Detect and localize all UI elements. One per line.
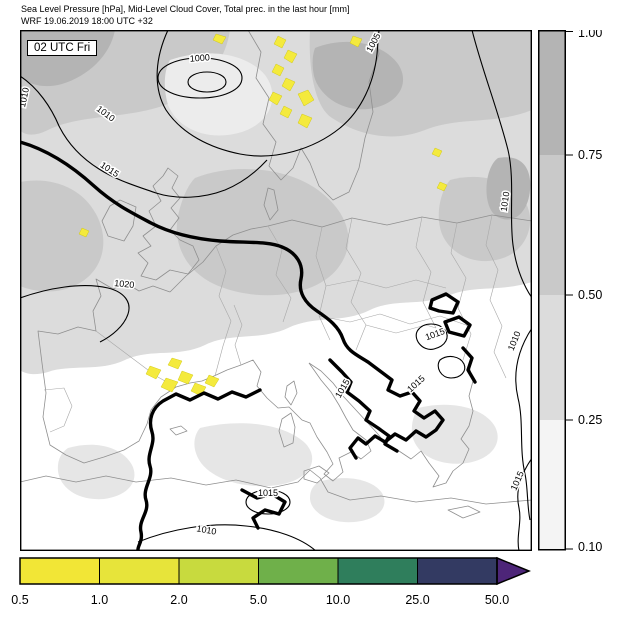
contour-label: 1020 <box>114 278 135 290</box>
precip-legend-segment <box>20 558 100 584</box>
cloud-tick-label: 0.75 <box>578 148 602 162</box>
contour-label: 1015 <box>424 326 446 342</box>
isobars-thick <box>20 140 477 551</box>
precip-tick-label: 1.0 <box>91 593 108 607</box>
cloud-tick-label: 0.10 <box>578 540 602 551</box>
precip-legend-arrow <box>496 556 531 586</box>
plot-title: Sea Level Pressure [hPa], Mid-Level Clou… <box>21 4 350 14</box>
cloud-legend-segment <box>538 420 566 550</box>
precip-legend-segment <box>179 558 259 584</box>
contour-label: 1010 <box>506 330 523 352</box>
precipitation-patches <box>78 33 448 397</box>
precip-legend: 0.5 1.0 2.0 5.0 10.0 25.0 50.0 <box>0 556 618 618</box>
contour-label: 1015 <box>509 470 526 492</box>
map-frame <box>20 30 532 551</box>
precip-legend-segment <box>417 558 497 584</box>
map-area: 02 UTC Fri <box>20 30 532 551</box>
contour-label: 1015 <box>258 488 278 498</box>
coastlines <box>20 30 532 519</box>
precip-tick-label: 10.0 <box>326 593 350 607</box>
precip-tick-label: 50.0 <box>485 593 509 607</box>
contour-label: 1000 <box>189 52 210 63</box>
cloud-tick-label: 1.00 <box>578 30 602 40</box>
precip-tick-label: 5.0 <box>250 593 267 607</box>
contour-label: 1010 <box>196 523 217 536</box>
precip-legend-segment <box>99 558 179 584</box>
precip-tick-label: 2.0 <box>170 593 187 607</box>
plot-subtitle: WRF 19.06.2019 18:00 UTC +32 <box>21 16 153 26</box>
cloud-tick-label: 0.25 <box>578 413 602 427</box>
cloud-tick-label: 0.50 <box>578 288 602 302</box>
cloud-legend-segment <box>538 155 566 295</box>
country-borders <box>43 214 507 433</box>
contour-label: 1010 <box>499 191 512 212</box>
precip-legend-segment <box>258 558 338 584</box>
weather-map: 1000 1005 1010 1010 1015 1020 1010 1010 … <box>20 30 532 551</box>
valid-time-label: 02 UTC Fri <box>27 40 98 56</box>
precip-legend-segment <box>338 558 418 584</box>
isobars-thin <box>20 30 532 551</box>
precip-tick-label: 0.5 <box>11 593 28 607</box>
cloud-legend-segment <box>538 30 566 155</box>
precip-tick-label: 25.0 <box>405 593 429 607</box>
cloud-cover-legend: 1.00 0.75 0.50 0.25 0.10 <box>538 30 618 551</box>
contour-label: 1015 <box>405 373 427 394</box>
cloud-legend-segment <box>538 295 566 420</box>
